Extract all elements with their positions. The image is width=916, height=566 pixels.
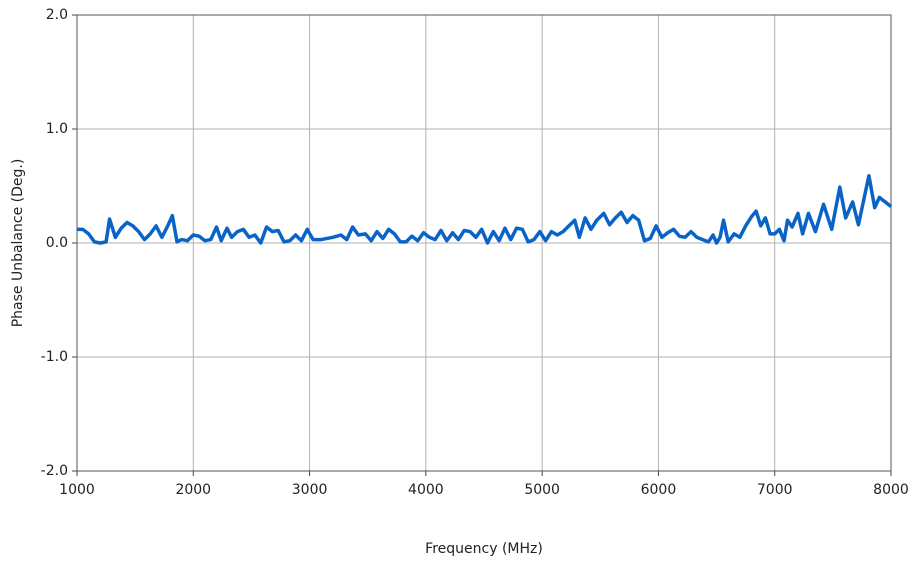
y-tick-label: 2.0 xyxy=(46,7,68,23)
x-tick-label: 8000 xyxy=(873,482,909,498)
y-axis-label: Phase Unbalance (Deg.) xyxy=(10,159,26,328)
y-tick-label: -1.0 xyxy=(41,349,68,365)
x-tick-label: 4000 xyxy=(408,482,444,498)
x-tick-label: 3000 xyxy=(292,482,328,498)
y-tick-label: 0.0 xyxy=(46,235,68,251)
x-axis-label: Frequency (MHz) xyxy=(425,541,543,557)
y-tick-label: -2.0 xyxy=(41,463,68,479)
x-tick-label: 6000 xyxy=(641,482,677,498)
data-line xyxy=(77,173,893,245)
x-tick-label: 2000 xyxy=(175,482,211,498)
x-tick-label: 5000 xyxy=(524,482,560,498)
plot-frame xyxy=(76,14,892,472)
x-tick-label: 7000 xyxy=(757,482,793,498)
y-tick-label: 1.0 xyxy=(46,121,68,137)
x-tick-label: 1000 xyxy=(59,482,95,498)
